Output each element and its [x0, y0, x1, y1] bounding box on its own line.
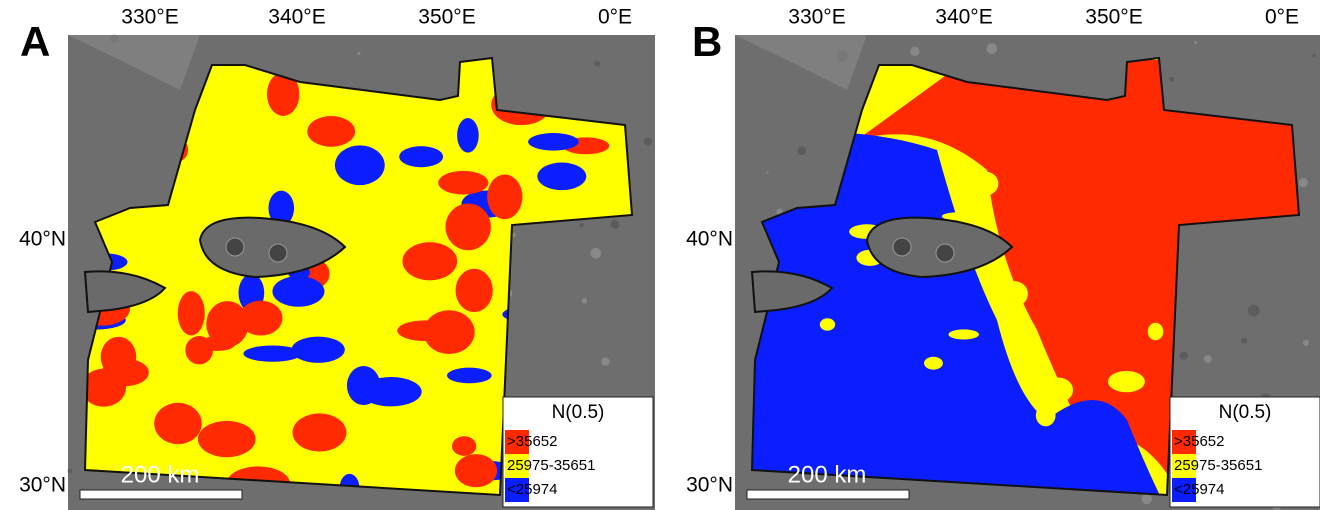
crater	[893, 238, 911, 256]
figure: 330°E 340°E 350°E 0°E 40°N 30°N 200 km N(0.5) >3…	[0, 0, 1320, 510]
panel-label: A	[20, 18, 50, 65]
crater	[226, 238, 244, 256]
legend-label: 25975-35651	[1174, 457, 1262, 474]
legend-label: >35652	[507, 433, 557, 450]
map-panel: 330°E 340°E 350°E 0°E 40°N 30°N 200 km N(0.5) >3…	[19, 6, 655, 510]
longitude-label: 350°E	[418, 6, 475, 29]
longitude-label: 340°E	[935, 6, 992, 29]
latitude-label: 30°N	[19, 474, 66, 497]
longitude-label: 0°E	[598, 6, 632, 29]
scale-bar-label: 200 km	[788, 461, 867, 488]
longitude-label: 350°E	[1085, 6, 1142, 29]
legend-label: <25974	[507, 481, 557, 498]
longitude-label: 330°E	[788, 6, 845, 29]
scale-bar	[80, 490, 242, 499]
legend-title: N(0.5)	[1219, 402, 1272, 423]
legend: N(0.5) >35652 25975-35651 <25974	[1170, 397, 1320, 507]
latitude-label: 30°N	[686, 474, 733, 497]
legend-title: N(0.5)	[552, 402, 605, 423]
longitude-label: 0°E	[1265, 6, 1299, 29]
legend: N(0.5) >35652 25975-35651 <25974	[503, 397, 653, 507]
latitude-label: 40°N	[686, 228, 733, 251]
legend-label: <25974	[1174, 481, 1224, 498]
longitude-label: 330°E	[121, 6, 178, 29]
longitude-label: 340°E	[268, 6, 325, 29]
latitude-label: 40°N	[19, 228, 66, 251]
map-panel: 330°E 340°E 350°E 0°E 40°N 30°N 200 km N(0.5) >3…	[686, 6, 1320, 510]
panel-label: B	[692, 18, 722, 65]
crater	[936, 244, 954, 262]
scale-bar	[747, 490, 909, 499]
scale-bar-label: 200 km	[121, 461, 200, 488]
legend-label: 25975-35651	[507, 457, 595, 474]
legend-label: >35652	[1174, 433, 1224, 450]
crater	[269, 244, 287, 262]
